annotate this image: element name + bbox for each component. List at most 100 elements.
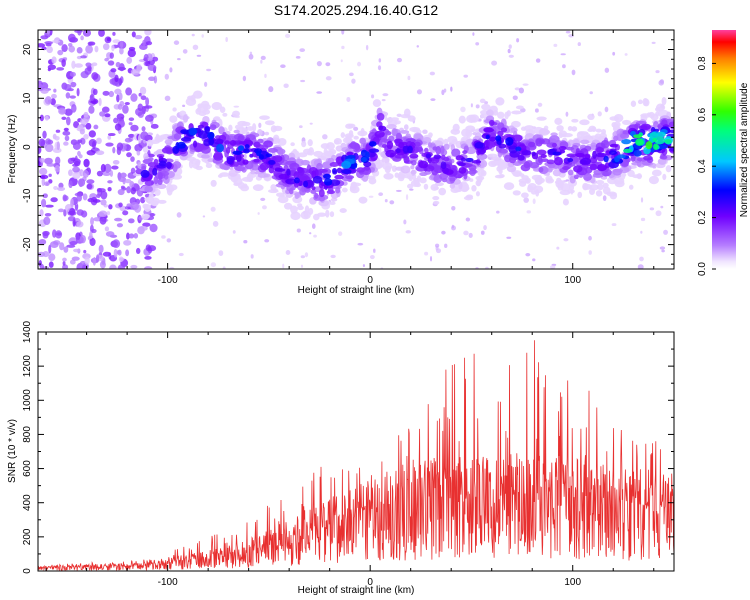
heatmap-cell <box>262 205 267 210</box>
heatmap-cell <box>107 180 113 184</box>
heatmap-cell <box>492 110 499 116</box>
heatmap-cell <box>312 175 323 184</box>
heatmap-cell <box>127 133 135 138</box>
heatmap-cell <box>651 41 656 44</box>
heatmap-cell <box>51 56 57 64</box>
heatmap-cell <box>103 163 112 173</box>
heatmap-cell <box>463 195 474 201</box>
heatmap-cell <box>219 106 226 113</box>
heatmap-cell <box>76 194 82 202</box>
heatmap-cell <box>511 120 521 128</box>
heatmap-cell <box>419 177 427 184</box>
heatmap-cell <box>232 150 243 155</box>
heatmap-cell <box>74 63 83 68</box>
heatmap-cell <box>508 145 518 154</box>
heatmap-cell <box>624 53 628 56</box>
heatmap-cell <box>232 110 240 118</box>
heatmap-cell <box>556 246 560 250</box>
heatmap-cell <box>538 139 545 144</box>
heatmap-cell <box>360 156 368 163</box>
heatmap-cell <box>449 177 456 182</box>
heatmap-cell <box>70 198 74 207</box>
heatmap-cell <box>89 224 94 233</box>
heatmap-cell <box>640 217 646 222</box>
heatmap-cell <box>50 197 58 203</box>
heatmap-cell <box>64 135 70 142</box>
heatmap-cell <box>378 192 384 196</box>
chart-title: S174.2025.294.16.40.G12 <box>274 2 438 18</box>
heatmap-cell <box>169 115 178 123</box>
heatmap-cell <box>130 187 136 195</box>
heatmap-cell <box>210 262 217 268</box>
heatmap-cell <box>68 45 75 53</box>
heatmap-cell <box>68 180 73 189</box>
heatmap-cell <box>579 119 590 126</box>
heatmap-cell <box>435 243 440 248</box>
heatmap-cell <box>386 140 394 150</box>
heatmap-cell <box>311 223 316 230</box>
heatmap-cell <box>156 183 167 190</box>
heatmap-cell <box>333 137 342 145</box>
heatmap-cell <box>523 161 531 169</box>
heatmap-cell <box>604 106 609 113</box>
heatmap-cell <box>561 132 573 138</box>
heatmap-cell <box>373 248 376 254</box>
heatmap-cell <box>477 168 485 177</box>
heatmap-cell <box>56 141 60 151</box>
heatmap-cell <box>398 142 405 149</box>
heatmap-cell <box>460 157 466 162</box>
heatmap-cell <box>54 165 60 173</box>
heatmap-cell <box>102 171 111 177</box>
heatmap-cell <box>110 68 117 73</box>
heatmap-cell <box>338 231 343 236</box>
heatmap-cell <box>384 199 388 203</box>
heatmap-cell <box>134 144 143 152</box>
heatmap-cell <box>188 127 198 136</box>
heatmap-cell <box>41 198 47 208</box>
heatmap-cell <box>538 167 544 173</box>
heatmap-cell <box>518 87 525 94</box>
heatmap-cell <box>573 165 583 173</box>
heatmap-cell <box>86 150 96 156</box>
heatmap-cell <box>117 103 123 110</box>
heatmap-cell <box>308 207 314 215</box>
heatmap-cell <box>208 137 215 146</box>
heatmap-cell <box>52 147 62 153</box>
heatmap-cell <box>205 163 213 169</box>
heatmap-cell <box>166 187 173 196</box>
heatmap-cell <box>124 179 132 184</box>
heatmap-cell <box>565 111 569 117</box>
heatmap-cell <box>138 92 142 97</box>
heatmap-cell <box>119 47 124 55</box>
heatmap-cell <box>192 44 199 50</box>
heatmap-cell <box>450 86 453 92</box>
heatmap-cell <box>260 197 266 202</box>
heatmap-cell <box>300 79 306 83</box>
heatmap-cell <box>71 103 77 113</box>
heatmap-cell <box>112 39 121 44</box>
heatmap-cell <box>62 261 66 266</box>
heatmap-cell <box>285 249 291 255</box>
heatmap-cell <box>354 143 361 151</box>
heatmap-cell <box>100 163 106 173</box>
heatmap-cell <box>143 53 149 62</box>
heatmap-cell <box>330 254 336 259</box>
heatmap-cell <box>663 229 668 235</box>
heatmap-cell <box>316 61 322 67</box>
heatmap-cell <box>536 149 547 156</box>
heatmap-cell <box>505 137 514 146</box>
heatmap-cell <box>636 173 642 180</box>
heatmap-cell <box>130 93 138 102</box>
heatmap-cell <box>602 182 609 188</box>
heatmap-cell <box>341 160 351 169</box>
heatmap-cell <box>512 95 518 101</box>
heatmap-cell <box>61 44 68 53</box>
heatmap-cell <box>538 128 550 136</box>
heatmap-cell <box>346 151 354 156</box>
heatmap-cell <box>478 127 484 133</box>
heatmap-cell <box>423 170 432 175</box>
heatmap-cell <box>491 156 502 161</box>
heatmap-cell <box>609 116 620 121</box>
heatmap-cell <box>88 130 96 138</box>
